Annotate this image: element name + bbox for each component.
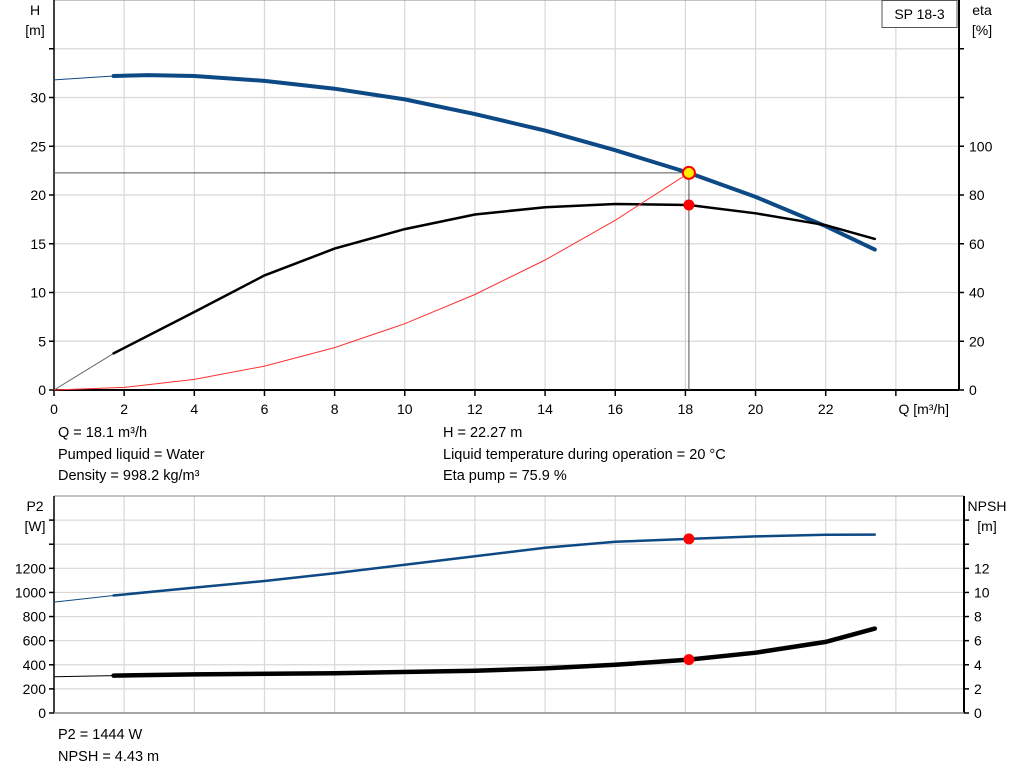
y-tick-label: 400 [23, 657, 47, 673]
x-tick-label: 20 [748, 401, 764, 417]
series-head-extrapolated [53, 75, 114, 81]
y2-tick-label: 12 [974, 560, 990, 576]
y-tick-label: 20 [30, 187, 46, 203]
series-eta-extrapolated [53, 352, 114, 391]
info-npsh: NPSH = 4.43 m [58, 749, 160, 765]
info-p2: P2 = 1444 W [58, 727, 143, 743]
x-tick-label: 14 [537, 401, 553, 417]
y2-axis-label: [m] [977, 518, 996, 534]
x-tick-label: 2 [120, 401, 128, 417]
y2-axis-label: eta [972, 2, 992, 18]
eta-duty-point [683, 199, 695, 211]
series-eta [112, 202, 877, 355]
series-p2 [112, 533, 877, 597]
y2-tick-label: 0 [969, 382, 977, 398]
x-tick-label: 10 [397, 401, 413, 417]
y2-tick-label: 8 [974, 609, 982, 625]
p2-duty-point [683, 533, 695, 545]
y-tick-label: 15 [30, 236, 46, 252]
series-npsh-extrapolated [53, 675, 114, 678]
x-axis-label: Q [m³/h] [898, 401, 949, 417]
info-temp: Liquid temperature during operation = 20… [443, 447, 726, 463]
info-density: Density = 998.2 kg/m³ [58, 468, 200, 484]
y-tick-label: 5 [38, 333, 46, 349]
y-tick-label: 200 [23, 681, 47, 697]
info-eta: Eta pump = 75.9 % [443, 468, 567, 484]
y-tick-label: 800 [23, 609, 47, 625]
y-tick-label: 1000 [15, 584, 46, 600]
x-tick-label: 6 [261, 401, 269, 417]
y-tick-label: 25 [30, 138, 46, 154]
y-tick-label: 10 [30, 285, 46, 301]
y2-tick-label: 6 [974, 633, 982, 649]
y-tick-label: 600 [23, 633, 47, 649]
legend-box [881, 0, 958, 28]
y2-axis-label: [%] [972, 22, 992, 38]
x-tick-label: 8 [331, 401, 339, 417]
series-npsh [111, 626, 878, 678]
x-tick-label: 16 [607, 401, 623, 417]
info-q: Q = 18.1 m³/h [58, 425, 148, 441]
y2-tick-label: 80 [969, 187, 985, 203]
y-axis-label: [W] [25, 518, 46, 534]
x-tick-label: 12 [467, 401, 483, 417]
y-axis-label: P2 [26, 498, 43, 514]
y-tick-label: 1200 [15, 560, 46, 576]
y2-tick-label: 60 [969, 236, 985, 252]
y-tick-label: 0 [38, 705, 46, 721]
x-tick-label: 4 [190, 401, 198, 417]
series-system [53, 172, 690, 391]
y2-tick-label: 0 [974, 705, 982, 721]
y2-tick-label: 10 [974, 584, 990, 600]
y2-tick-label: 4 [974, 657, 982, 673]
info-liquid: Pumped liquid = Water [58, 447, 205, 463]
x-tick-label: 22 [818, 401, 834, 417]
y2-tick-label: 20 [969, 333, 985, 349]
series-head [111, 73, 877, 252]
y2-tick-label: 100 [969, 138, 993, 154]
y-axis-label: H [30, 2, 40, 18]
head-duty-point [681, 165, 696, 180]
y2-axis-label: NPSH [968, 498, 1007, 514]
legend: SP 18-3 [881, 0, 958, 28]
x-tick-label: 18 [678, 401, 694, 417]
info-h: H = 22.27 m [443, 425, 523, 441]
y2-tick-label: 2 [974, 681, 982, 697]
y2-tick-label: 40 [969, 285, 985, 301]
y-axis-label: [m] [25, 22, 44, 38]
npsh-duty-point [683, 654, 695, 666]
y-tick-label: 0 [38, 382, 46, 398]
legend-label: SP 18-3 [894, 6, 945, 22]
x-tick-label: 0 [50, 401, 58, 417]
series-p2-extrapolated [53, 595, 114, 603]
y-tick-label: 30 [30, 90, 46, 106]
